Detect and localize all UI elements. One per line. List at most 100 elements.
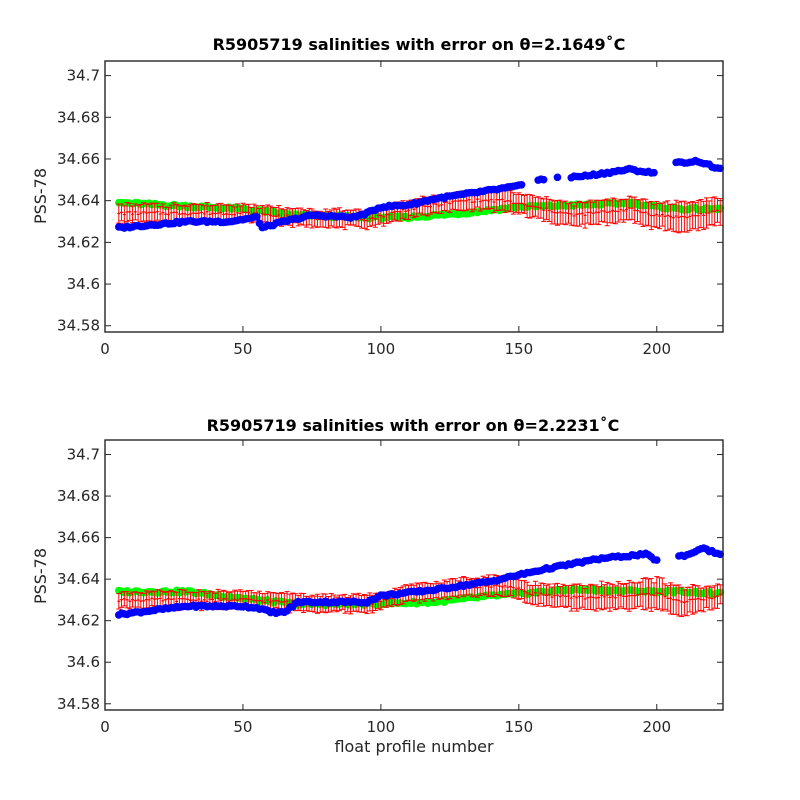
x-tick-label: 150 — [505, 718, 534, 736]
float-salinity-point — [716, 550, 725, 559]
y-tick-label: 34.58 — [57, 695, 100, 713]
error-bar — [124, 202, 130, 223]
error-bar — [673, 584, 679, 615]
error-bar — [648, 200, 654, 231]
error-bar — [141, 202, 147, 222]
error-bar — [709, 586, 715, 611]
error-bar — [138, 203, 144, 223]
error-bar — [532, 196, 538, 217]
error-bar — [646, 201, 652, 227]
error-bar — [568, 584, 574, 612]
x-tick-label: 200 — [642, 340, 671, 358]
error-bar — [637, 581, 643, 607]
error-bar — [612, 198, 618, 225]
error-bar — [637, 199, 643, 225]
error-bar — [601, 199, 607, 223]
x-tick-label: 100 — [367, 340, 396, 358]
chart-title: R5905719 salinities with error on θ=2.16… — [213, 35, 626, 54]
error-bar — [703, 197, 709, 229]
error-bar — [519, 193, 525, 213]
error-bar — [116, 593, 122, 610]
error-bar — [604, 581, 610, 609]
error-bar — [665, 200, 671, 231]
error-bar — [596, 586, 602, 609]
error-bar — [701, 587, 707, 613]
error-bar — [610, 197, 616, 224]
x-tick-label: 100 — [367, 718, 396, 736]
error-bar — [662, 583, 668, 610]
error-bar — [541, 583, 547, 607]
error-bar — [132, 203, 138, 221]
y-tick-label: 34.7 — [67, 446, 100, 464]
error-bar — [593, 584, 599, 612]
float-salinity-point — [553, 173, 562, 182]
error-bar — [574, 583, 580, 612]
error-bar — [654, 576, 660, 611]
error-bar — [516, 192, 522, 215]
tick-layer: 0 50 100 150 200 34.58 34.6 34.62 34.64 34.66 34.6… — [57, 440, 723, 736]
float-salinity-point — [650, 168, 658, 177]
error-bar — [521, 580, 527, 603]
y-tick-label: 34.66 — [57, 529, 100, 547]
error-bar — [149, 590, 155, 607]
error-bar — [695, 200, 701, 232]
y-tick-label: 34.62 — [57, 233, 100, 251]
float-salinity-point — [517, 180, 526, 189]
error-bar — [717, 584, 723, 605]
error-bar — [709, 197, 715, 225]
error-bar — [543, 196, 549, 221]
x-tick-label: 200 — [642, 718, 671, 736]
error-bar — [651, 582, 657, 609]
error-bar — [601, 584, 607, 610]
axes-frame — [104, 60, 724, 333]
error-bar — [651, 203, 657, 228]
error-bar — [527, 194, 533, 219]
error-bar — [604, 198, 610, 227]
error-bar — [640, 578, 646, 610]
error-bar — [621, 583, 627, 610]
error-bar — [593, 199, 599, 225]
error-bar — [687, 586, 693, 613]
x-tick-label: 0 — [100, 718, 110, 736]
x-tick-label: 0 — [100, 340, 110, 358]
error-bar — [698, 199, 704, 229]
error-bar — [607, 583, 613, 612]
chart-bottom: R5905719 salinities with error on θ=2.22… — [31, 416, 725, 756]
error-bar — [634, 582, 640, 608]
error-bar — [568, 202, 574, 226]
error-bar — [676, 201, 682, 234]
error-bar — [127, 593, 133, 610]
error-bar — [146, 203, 152, 222]
tick-layer: 0 50 100 150 200 34.58 34.6 34.62 34.64 34.66 34.6… — [57, 61, 723, 358]
error-bar — [706, 200, 712, 226]
error-bar — [119, 203, 125, 222]
error-bar — [684, 202, 690, 233]
error-bar — [626, 579, 632, 612]
error-bar — [546, 198, 552, 223]
y-tick-label: 34.64 — [57, 570, 100, 588]
chart-top: R5905719 salinities with error on θ=2.16… — [31, 35, 725, 358]
y-axis-label: PSS-78 — [31, 168, 50, 224]
float-salinity-point — [652, 556, 661, 564]
error-bar — [640, 198, 646, 227]
x-tick-label: 50 — [233, 718, 252, 736]
error-bar — [563, 585, 569, 608]
error-bar — [659, 577, 665, 612]
error-bar — [530, 194, 536, 218]
error-bar — [541, 198, 547, 222]
error-bar — [621, 199, 627, 223]
error-bar — [714, 583, 720, 609]
error-bar — [513, 193, 519, 213]
error-bar — [524, 193, 530, 218]
error-bar — [623, 582, 629, 610]
axes-frame — [104, 439, 724, 711]
y-tick-label: 34.6 — [67, 653, 100, 671]
float-salinity-point — [716, 164, 725, 173]
error-bar — [538, 197, 544, 219]
y-tick-label: 34.58 — [57, 317, 100, 335]
error-bar — [687, 201, 693, 232]
y-tick-label: 34.68 — [57, 487, 100, 505]
error-bar — [124, 591, 130, 609]
y-tick-label: 34.64 — [57, 192, 100, 210]
error-bar — [552, 200, 558, 225]
